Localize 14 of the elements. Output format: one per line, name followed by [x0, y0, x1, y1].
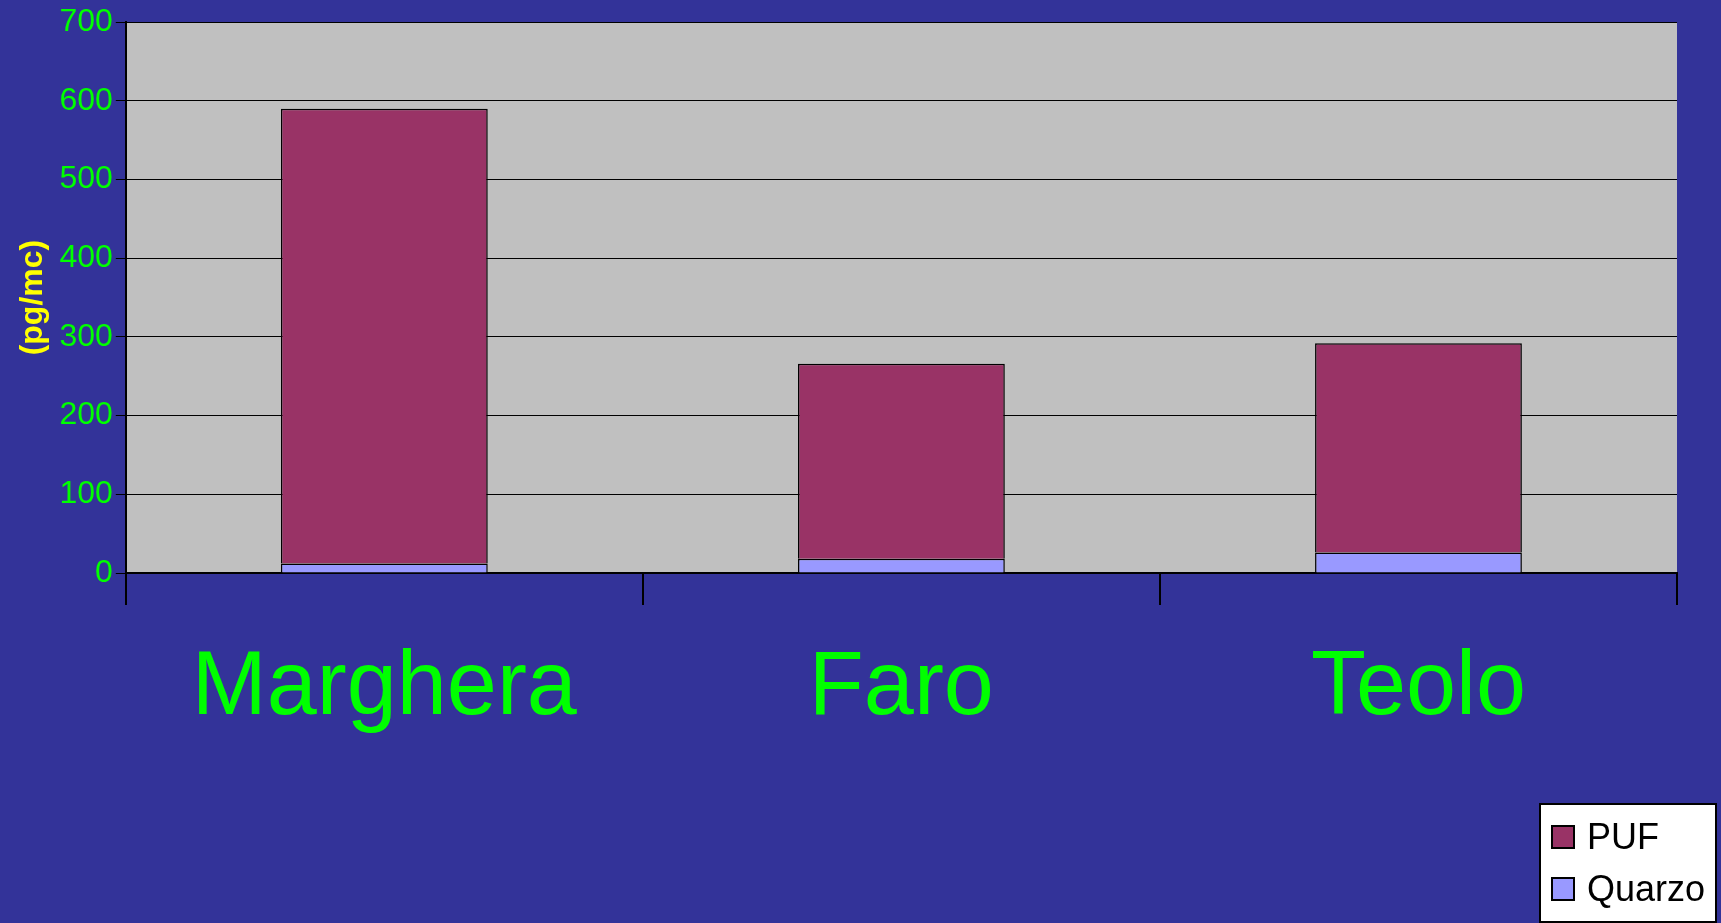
y-tick-label: 300 [59, 316, 113, 353]
legend-label: PUF [1586, 816, 1659, 858]
y-tick-label: 500 [59, 159, 113, 196]
y-axis-title: (pg/mc) [13, 239, 50, 356]
y-tick-label: 600 [59, 80, 113, 117]
y-tick-label: 100 [59, 474, 113, 511]
y-tick-label: 700 [59, 2, 113, 39]
legend-label: Quarzo [1586, 868, 1705, 910]
x-tick-label: Faro [808, 632, 994, 733]
x-tick-label: Teolo [1310, 632, 1527, 733]
y-tick-label: 200 [59, 395, 113, 432]
y-tick-label: 400 [59, 238, 113, 275]
y-tick-label: 0 [94, 552, 113, 589]
x-tick-label: Marghera [191, 632, 578, 733]
